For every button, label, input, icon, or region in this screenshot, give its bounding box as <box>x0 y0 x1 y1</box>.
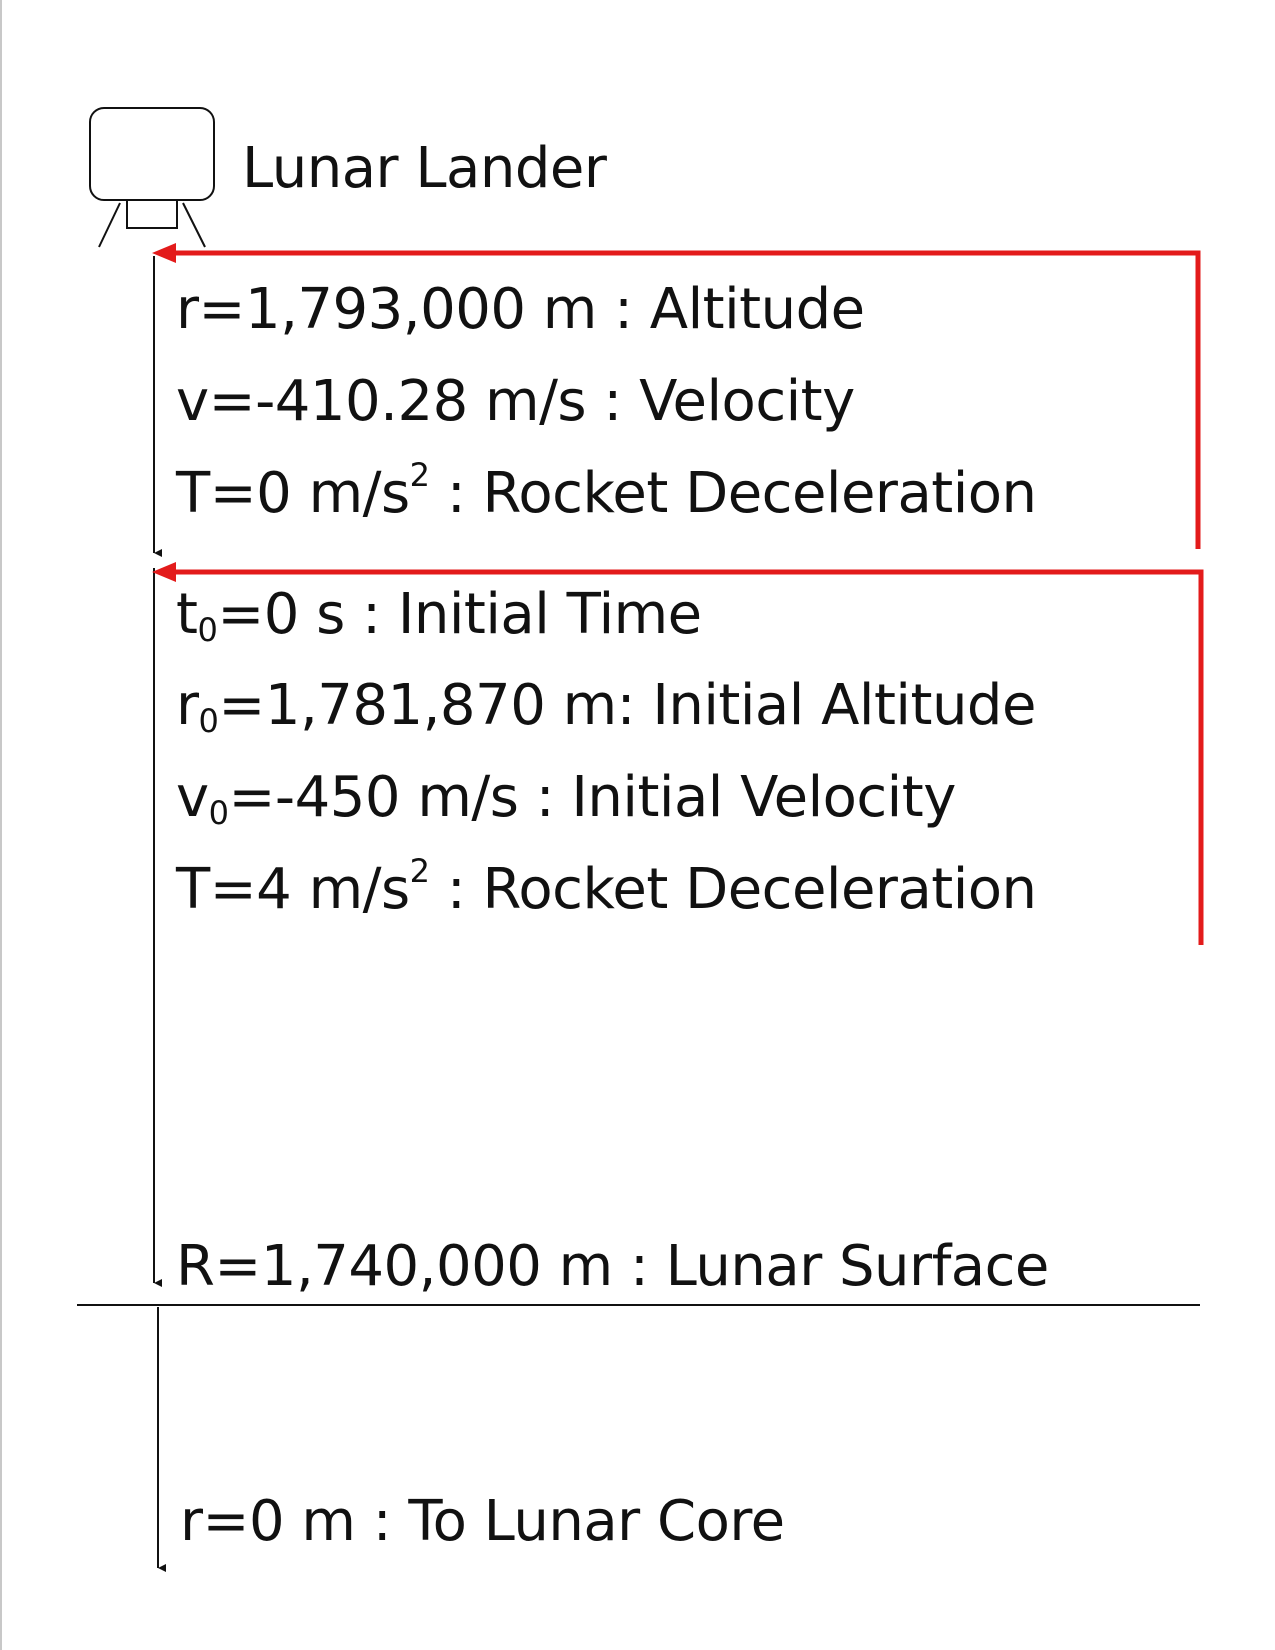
initial-altitude-desc: : Initial Altitude <box>616 673 1037 738</box>
deceleration-value: =0 m/s <box>209 461 410 526</box>
rocket-deceleration-exponent: 2 <box>409 852 430 890</box>
initial-velocity-symbol: v <box>176 765 209 830</box>
lunar-core-label: r=0 m : To Lunar Core <box>180 1494 785 1550</box>
initial-altitude-line: r0=1,781,870 m: Initial Altitude <box>176 678 1036 738</box>
surface-desc: : Lunar Surface <box>612 1234 1049 1299</box>
initial-time-desc: : Initial Time <box>344 582 702 647</box>
core-desc: : To Lunar Core <box>355 1489 785 1554</box>
deceleration-exponent: 2 <box>409 456 430 494</box>
initial-altitude-subscript: 0 <box>198 702 219 740</box>
velocity-line: v=-410.28 m/s : Velocity <box>176 374 855 430</box>
feedback-arrow-2 <box>152 562 1204 945</box>
deceleration-symbol: T <box>176 461 210 526</box>
surface-value: =1,740,000 m <box>214 1234 613 1299</box>
rocket-deceleration-symbol: T <box>176 857 210 922</box>
lunar-lander-icon <box>89 107 215 248</box>
initial-velocity-desc: : Initial Velocity <box>518 765 957 830</box>
initial-velocity-subscript: 0 <box>208 794 229 832</box>
initial-time-symbol: t <box>176 582 198 647</box>
rocket-deceleration-desc: : Rocket Deceleration <box>429 857 1037 922</box>
altitude-symbol: r <box>176 277 199 342</box>
feedback-arrow-1 <box>152 243 1201 549</box>
rocket-deceleration-line: T=4 m/s2 : Rocket Deceleration <box>176 855 1037 918</box>
lunar-surface-label: R=1,740,000 m : Lunar Surface <box>176 1239 1049 1295</box>
core-value: =0 m <box>202 1489 356 1554</box>
lander-title: Lunar Lander <box>242 136 607 201</box>
core-symbol: r <box>180 1489 203 1554</box>
altitude-line: r=1,793,000 m : Altitude <box>176 282 865 338</box>
surface-symbol: R <box>176 1234 215 1299</box>
initial-velocity-line: v0=-450 m/s : Initial Velocity <box>176 770 956 830</box>
initial-velocity-value: =-450 m/s <box>228 765 519 830</box>
velocity-desc: : Velocity <box>586 369 855 434</box>
velocity-symbol: v <box>176 369 209 434</box>
altitude-desc: : Altitude <box>596 277 865 342</box>
initial-altitude-symbol: r <box>176 673 199 738</box>
velocity-value: =-410.28 m/s <box>208 369 587 434</box>
deceleration-line: T=0 m/s2 : Rocket Deceleration <box>176 459 1037 522</box>
deceleration-desc: : Rocket Deceleration <box>429 461 1037 526</box>
initial-time-subscript: 0 <box>197 611 218 649</box>
initial-time-line: t0=0 s : Initial Time <box>176 587 702 647</box>
altitude-value: =1,793,000 m <box>198 277 598 342</box>
rocket-deceleration-value: =4 m/s <box>209 857 410 922</box>
initial-time-value: =0 s <box>217 582 345 647</box>
initial-altitude-value: =1,781,870 m <box>218 673 617 738</box>
